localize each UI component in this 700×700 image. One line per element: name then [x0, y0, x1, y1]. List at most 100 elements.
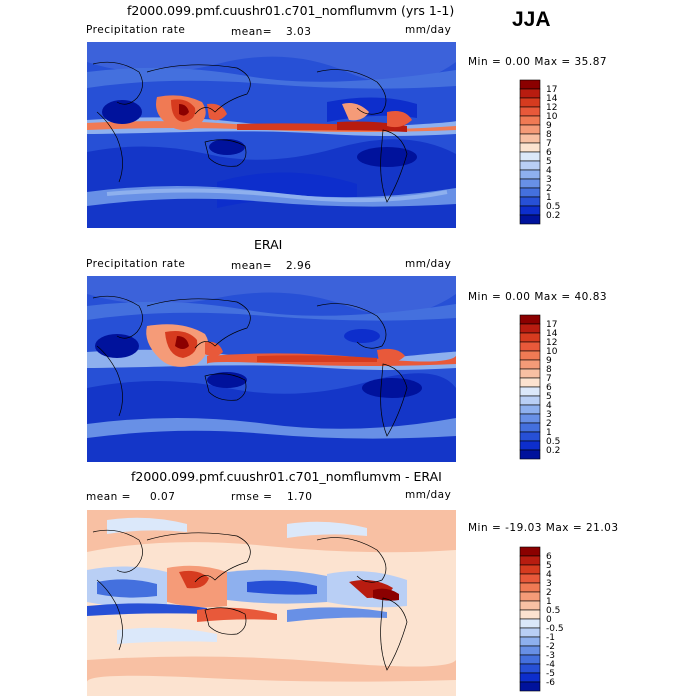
colorbar-swatch [519, 546, 541, 557]
colorbar-swatch [519, 449, 541, 460]
colorbar-swatch [519, 88, 541, 99]
colorbar-swatch [519, 106, 541, 117]
colorbar-swatch [519, 422, 541, 433]
minmax-label: Min = 0.00 Max = 35.87 [468, 56, 608, 68]
colorbar-tick-label: 8 [546, 130, 552, 140]
colorbar-swatch [519, 350, 541, 361]
colorbar-swatch [519, 591, 541, 602]
colorbar-swatch [519, 142, 541, 153]
mean-value: 0.07 [150, 491, 176, 503]
colorbar-swatch [519, 600, 541, 611]
colorbar-tick-label: 0.5 [546, 437, 560, 447]
colorbar-tick-label: 12 [546, 103, 557, 113]
colorbar-tick-label: 6 [546, 383, 552, 393]
colorbar-tick-label: -4 [546, 660, 555, 670]
rmse-value: 1.70 [287, 491, 313, 503]
colorbar-tick-label: 0.2 [546, 211, 560, 221]
colorbar-swatch [519, 636, 541, 647]
colorbar-swatch [519, 169, 541, 180]
minmax-label: Min = 0.00 Max = 40.83 [468, 291, 608, 303]
mean-label: mean= [231, 26, 273, 38]
minmax-label: Min = -19.03 Max = 21.03 [468, 522, 619, 534]
colorbar-tick-label: 2 [546, 419, 552, 429]
colorbar-tick-label: 0.2 [546, 446, 560, 456]
panel-title: f2000.099.pmf.cuushr01.c701_nomflumvm (y… [127, 3, 455, 18]
colorbar-swatch [519, 440, 541, 451]
colorbar-swatch [519, 214, 541, 225]
colorbar-tick-label: 5 [546, 392, 552, 402]
mean-value: 2.96 [286, 260, 312, 272]
colorbar-swatch [519, 124, 541, 135]
units-label: mm/day [405, 258, 452, 270]
colorbar-swatch [519, 133, 541, 144]
colorbar-swatch [519, 404, 541, 415]
colorbar-swatch [519, 205, 541, 216]
colorbar-swatch [519, 555, 541, 566]
colorbar-tick-label: 1 [546, 193, 552, 203]
colorbar-swatch [519, 654, 541, 665]
colorbar-swatch [519, 115, 541, 126]
colorbar-tick-label: 1 [546, 428, 552, 438]
colorbar-tick-label: 6 [546, 148, 552, 158]
colorbar-tick-label: 3 [546, 579, 552, 589]
colorbar-tick-label: 17 [546, 85, 557, 95]
colorbar-tick-label: 8 [546, 365, 552, 375]
colorbar-tick-label: -2 [546, 642, 555, 652]
colorbar-tick-label: -5 [546, 669, 555, 679]
colorbar-swatch [519, 178, 541, 189]
colorbar-swatch [519, 151, 541, 162]
units-label: mm/day [405, 489, 452, 501]
precip-map-erai [87, 276, 456, 462]
colorbar-swatch [519, 645, 541, 656]
colorbar-tick-label: 1 [546, 597, 552, 607]
mean-value: 3.03 [286, 26, 312, 38]
colorbar-swatch [519, 79, 541, 90]
colorbar-swatch [519, 582, 541, 593]
colorbar-tick-label: 0.5 [546, 202, 560, 212]
units-label: mm/day [405, 24, 452, 36]
colorbar-swatch [519, 377, 541, 388]
panel-title: f2000.099.pmf.cuushr01.c701_nomflumvm - … [131, 469, 442, 484]
colorbar-tick-label: 3 [546, 410, 552, 420]
colorbar-tick-label: -0.5 [546, 624, 564, 634]
colorbar-tick-label: 0 [546, 615, 552, 625]
variable-label: Precipitation rate [86, 258, 186, 270]
colorbar-tick-label: 17 [546, 320, 557, 330]
colorbar-tick-label: -6 [546, 678, 555, 688]
colorbar-tick-label: 14 [546, 94, 558, 104]
colorbar-swatch [519, 609, 541, 620]
colorbar-swatch [519, 564, 541, 575]
colorbar-tick-label: 7 [546, 374, 552, 384]
colorbar-tick-label: 9 [546, 121, 552, 131]
colorbar-swatch [519, 627, 541, 638]
colorbar-swatch [519, 323, 541, 334]
colorbar-tick-label: 3 [546, 175, 552, 185]
colorbar-swatch [519, 97, 541, 108]
colorbar-swatch [519, 431, 541, 442]
precip-map-model [87, 42, 456, 228]
colorbar-tick-label: -3 [546, 651, 555, 661]
colorbar-swatch [519, 187, 541, 198]
colorbar-tick-label: 4 [546, 401, 552, 411]
colorbar-swatch [519, 359, 541, 370]
rmse-label: rmse = [231, 491, 273, 503]
colorbar-swatch [519, 341, 541, 352]
colorbar-swatch [519, 314, 541, 325]
season-label: JJA [512, 8, 551, 31]
colorbar-swatch [519, 395, 541, 406]
colorbar-swatch [519, 663, 541, 674]
colorbar-tick-label: 4 [546, 166, 552, 176]
colorbar-tick-label: 4 [546, 570, 552, 580]
colorbar-swatch [519, 160, 541, 171]
colorbar-tick-label: 9 [546, 356, 552, 366]
colorbar-swatch [519, 573, 541, 584]
colorbar-tick-label: 5 [546, 561, 552, 571]
colorbar-swatch [519, 681, 541, 692]
colorbar-swatch [519, 618, 541, 629]
colorbar-swatch [519, 368, 541, 379]
colorbar-tick-label: -1 [546, 633, 555, 643]
colorbar-tick-label: 5 [546, 157, 552, 167]
colorbar-swatch [519, 386, 541, 397]
mean-label: mean = [86, 491, 131, 503]
